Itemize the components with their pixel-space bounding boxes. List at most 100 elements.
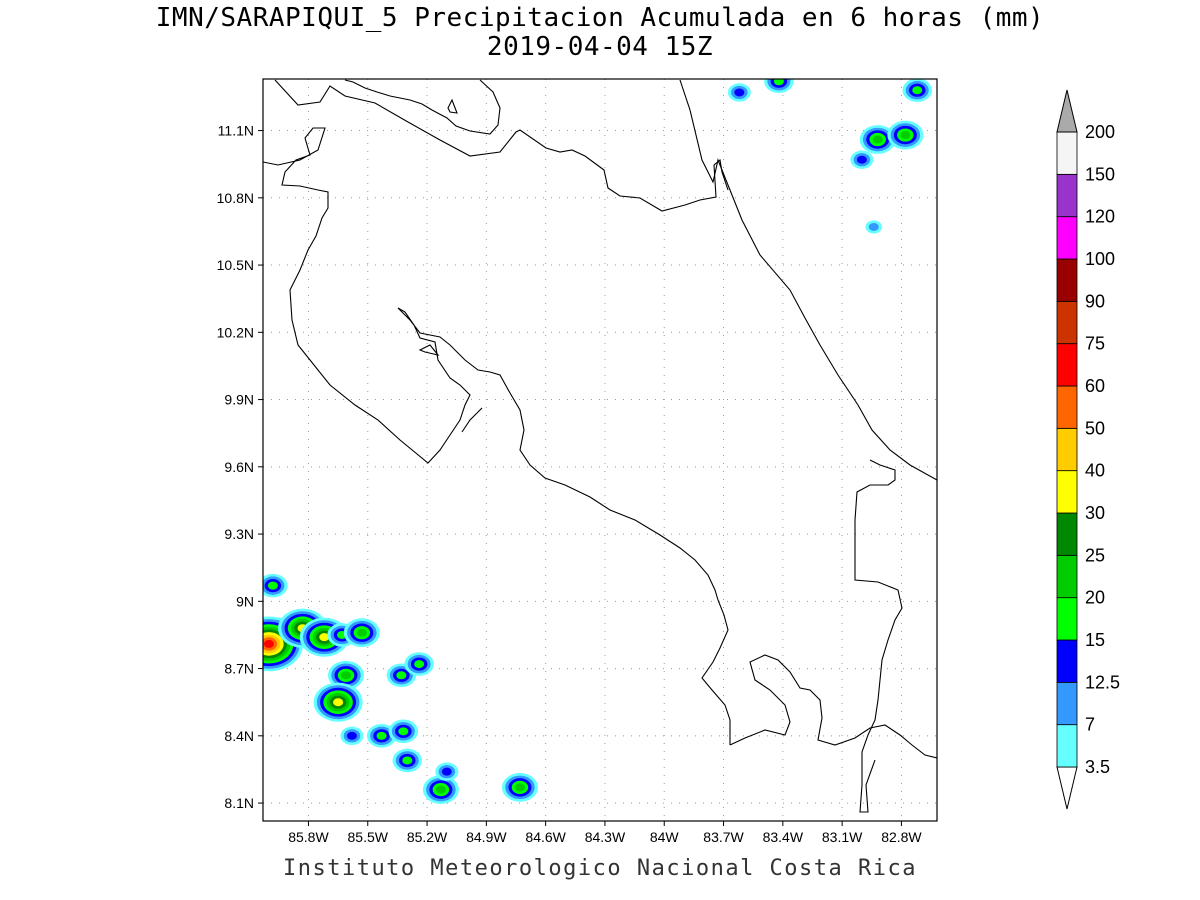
- pacific-coast: [263, 127, 731, 745]
- precip-contour: [333, 698, 344, 707]
- precip-contour: [267, 581, 278, 590]
- lat-tick-label: 9.6N: [224, 459, 254, 475]
- map-frame: [262, 78, 938, 822]
- lake-nicaragua-south-shore: [344, 79, 501, 135]
- precip-contour: [346, 731, 357, 740]
- precipitation-colorbar: 3.5 7 12.5 15 20 25 30 40 50 60 75 90 100 120 150 200: [1056, 89, 1120, 810]
- colorbar-segment: [1056, 385, 1078, 429]
- precip-contour: [398, 727, 409, 736]
- institution-footer: Instituto Meteorologico Nacional Costa R…: [282, 856, 918, 881]
- colorbar-high-arrow: [1056, 89, 1078, 133]
- colorbar-label: 25: [1085, 545, 1105, 565]
- colorbar-label: 50: [1085, 418, 1105, 438]
- precip-contour: [414, 660, 425, 669]
- colorbar-label: 20: [1085, 588, 1105, 608]
- lat-tick-label: 8.4N: [224, 728, 254, 744]
- graticule-grid: [263, 79, 937, 821]
- panama-border: [854, 459, 903, 813]
- colorbar-label: 7: [1085, 715, 1095, 735]
- precip-contour: [441, 767, 452, 776]
- map-subtitle-date: 2019-04-04 15Z: [486, 32, 714, 62]
- lake-island-2: [418, 344, 440, 356]
- precip-contour: [872, 135, 883, 144]
- precip-contour: [402, 756, 413, 765]
- colorbar-segment: [1056, 681, 1078, 726]
- precip-contour: [341, 671, 352, 680]
- colorbar-label: 60: [1085, 376, 1105, 396]
- colorbar-segment: [1056, 258, 1078, 302]
- precip-cell: [887, 120, 924, 150]
- lat-tick-label: 8.1N: [224, 795, 254, 811]
- precip-cell: [435, 762, 459, 781]
- precip-contour: [856, 155, 867, 164]
- lat-tick-label: 9N: [236, 593, 254, 609]
- lon-tick-label: 84W: [650, 829, 680, 845]
- precip-cell: [501, 772, 538, 802]
- lat-tick-label: 9.3N: [224, 526, 254, 542]
- colorbar-label: 12.5: [1085, 672, 1120, 692]
- precip-contour: [263, 639, 274, 648]
- precip-cell: [902, 79, 932, 103]
- precip-cell: [386, 663, 417, 688]
- precip-cell: [865, 220, 883, 234]
- colorbar-segment: [1056, 173, 1078, 218]
- precipitation-field: [263, 79, 932, 805]
- lon-tick-label: 82.8W: [881, 829, 922, 845]
- precip-cell: [328, 660, 365, 690]
- colorbar-label: 30: [1085, 503, 1105, 523]
- lat-tick-label: 10.8N: [217, 190, 254, 206]
- nicoya-inner: [461, 407, 483, 433]
- precip-contour: [514, 783, 525, 792]
- lon-tick-label: 85.5W: [348, 829, 389, 845]
- precip-cell: [263, 573, 288, 598]
- precip-contour: [376, 731, 387, 740]
- colorbar-segment: [1056, 554, 1078, 599]
- precip-contour: [319, 633, 330, 642]
- colorbar-label: 40: [1085, 461, 1105, 481]
- coastline-borders: [263, 79, 937, 813]
- colorbar-low-arrow: [1056, 766, 1078, 810]
- colorbar-label: 15: [1085, 630, 1105, 650]
- colorbar-label: 90: [1085, 291, 1105, 311]
- colorbar-segment: [1056, 724, 1078, 768]
- map-title: IMN/SARAPIQUI_5 Precipitacion Acumulada …: [155, 3, 1045, 33]
- lon-tick-label: 83.7W: [703, 829, 744, 845]
- colorbar-segment: [1056, 216, 1078, 260]
- lon-tick-label: 83.4W: [763, 829, 804, 845]
- precip-cell: [313, 682, 363, 722]
- precip-cell: [343, 618, 380, 648]
- precip-cell: [764, 79, 794, 94]
- precip-contour: [912, 86, 923, 95]
- precip-cell: [422, 775, 459, 805]
- lat-tick-label: 10.2N: [217, 324, 254, 340]
- precip-cell: [859, 125, 896, 154]
- colorbar-segment: [1056, 131, 1078, 175]
- colorbar-segment: [1056, 639, 1078, 683]
- precip-cell: [340, 726, 364, 746]
- longitude-axis: 85.8W 85.5W 85.2W 84.9W 84.6W 84.3W 84W 83.7W 83…: [288, 821, 922, 845]
- precip-cell: [404, 652, 434, 676]
- lon-tick-label: 84.6W: [525, 829, 566, 845]
- precip-contour: [900, 131, 911, 140]
- colorbar-segment: [1056, 470, 1078, 514]
- colorbar-segment: [1056, 597, 1078, 641]
- caribbean-coast: [679, 79, 937, 481]
- colorbar-label: 120: [1085, 207, 1115, 227]
- latitude-axis: 11.1N 10.8N 10.5N 10.2N 9.9N 9.6N 9.3N 9N 8.7N 8.…: [217, 123, 263, 811]
- precip-cell: [392, 748, 423, 773]
- lon-tick-label: 84.9W: [466, 829, 507, 845]
- precip-contour: [734, 88, 745, 97]
- precip-cell: [727, 83, 751, 102]
- lat-tick-label: 11.1N: [218, 123, 254, 139]
- lat-tick-label: 9.9N: [224, 392, 254, 408]
- colorbar-label: 200: [1085, 122, 1115, 142]
- colorbar-segment: [1056, 512, 1078, 556]
- colorbar-segment: [1056, 300, 1078, 345]
- precip-contour: [356, 628, 367, 637]
- precip-contour: [396, 671, 407, 680]
- lat-tick-label: 8.7N: [224, 661, 254, 677]
- lon-tick-label: 85.2W: [407, 829, 448, 845]
- lake-nicaragua-shore: [274, 79, 729, 212]
- lake-island: [447, 98, 458, 114]
